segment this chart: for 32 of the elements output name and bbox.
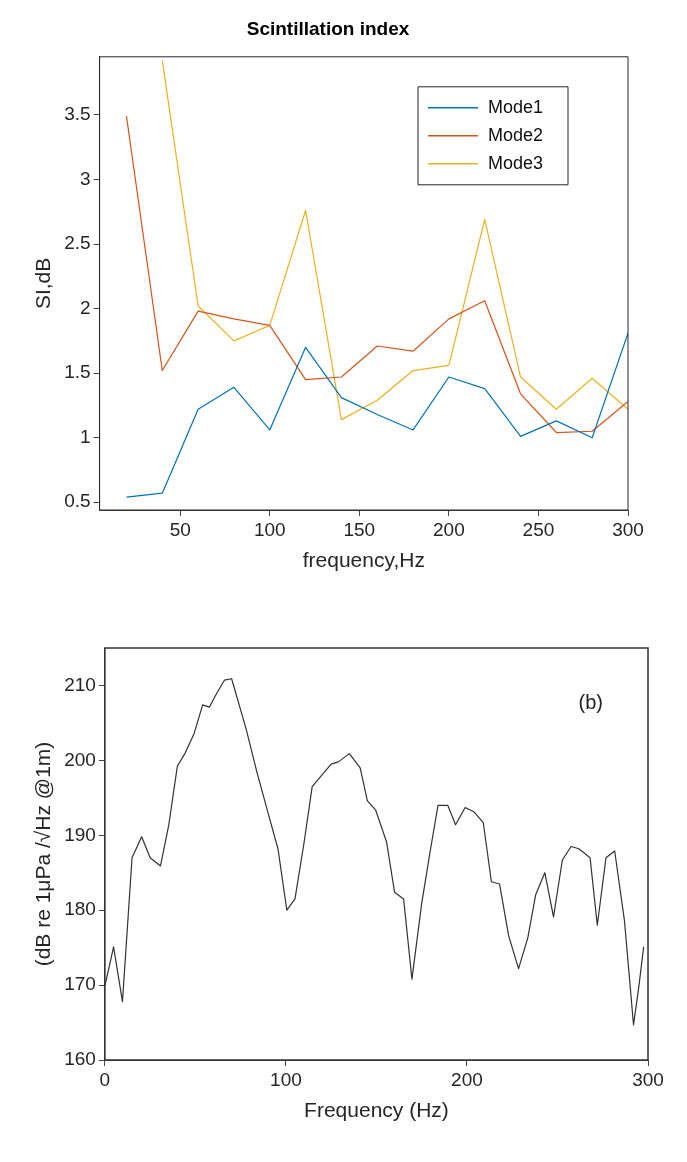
legend-label: Mode3 (488, 152, 544, 173)
x-tick-label: 250 (522, 518, 555, 540)
x-tick-label: 50 (169, 518, 191, 540)
x-tick-label: 300 (612, 518, 644, 540)
y-tick-label: 200 (64, 748, 96, 770)
y-tick-label: 180 (64, 898, 96, 920)
x-tick-label: 150 (343, 518, 376, 540)
y-tick-label: 1.5 (64, 361, 91, 383)
y-tick-label: 170 (64, 973, 96, 995)
y-tick-label: 2.5 (64, 232, 91, 254)
y-tick-label: 3.5 (64, 103, 91, 125)
x-axis-title: Frequency (Hz) (304, 1098, 449, 1122)
y-tick-label: 160 (64, 1048, 96, 1070)
legend-label: Mode1 (488, 96, 544, 117)
y-tick-label: 2 (80, 296, 91, 318)
x-tick-label: 300 (632, 1068, 664, 1090)
y-tick-label: 210 (64, 673, 96, 695)
x-tick-label: 200 (433, 518, 465, 540)
chart-title: Scintillation index (246, 17, 410, 39)
y-tick-label: 0.5 (64, 490, 91, 512)
x-axis-title: frequency,Hz (302, 548, 425, 572)
x-tick-label: 100 (253, 518, 286, 540)
annotation: (b) (578, 690, 603, 713)
x-tick-label: 200 (451, 1068, 483, 1090)
x-tick-label: 100 (270, 1068, 302, 1090)
y-tick-label: 3 (80, 167, 91, 189)
y-tick-label: 1 (80, 425, 91, 447)
x-tick-label: 0 (99, 1068, 111, 1090)
legend-label: Mode2 (488, 124, 544, 145)
y-axis-title: SI,dB (31, 257, 55, 310)
y-tick-label: 190 (64, 823, 96, 845)
y-axis-title: (dB re 1μPa /√Hz @1m) (31, 741, 55, 967)
